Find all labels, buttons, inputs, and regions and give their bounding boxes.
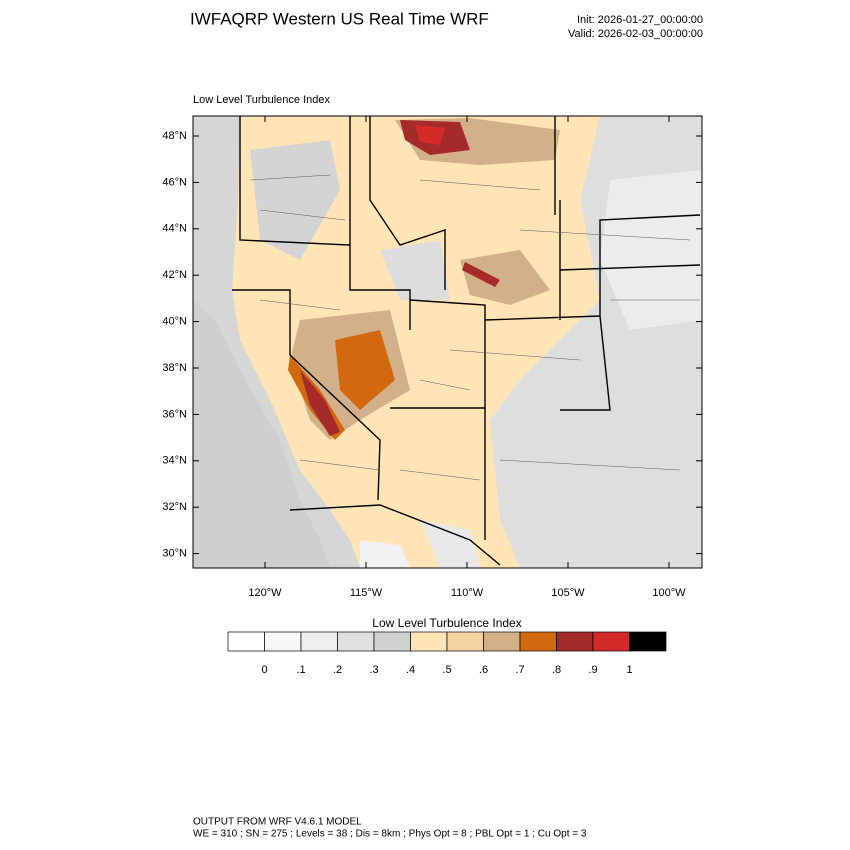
footer-line: WE = 310 ; SN = 275 ; Levels = 38 ; Dis …: [193, 829, 587, 840]
lat-label: 46°N: [162, 176, 187, 188]
lat-label: 48°N: [162, 130, 187, 142]
colorbar-label: .3: [369, 664, 378, 676]
colorbar-box: [519, 631, 557, 652]
init-time: Init: 2026-01-27_00:00:00: [577, 14, 703, 26]
colorbar-box: [300, 631, 338, 652]
lon-label: 115°W: [350, 587, 383, 599]
colorbar-label: .9: [588, 664, 597, 676]
lon-label: 120°W: [248, 587, 282, 599]
colorbar-title: Low Level Turbulence Index: [372, 616, 521, 630]
lat-label: 44°N: [162, 223, 187, 235]
colorbar-box: [629, 631, 667, 652]
lon-label: 100°W: [652, 587, 686, 599]
lat-label: 42°N: [162, 269, 187, 281]
map-frame: [192, 115, 703, 569]
colorbar-box: [483, 631, 521, 652]
colorbar-box: [373, 631, 411, 652]
lat-label: 36°N: [162, 408, 187, 420]
colorbar-label: .1: [296, 664, 305, 676]
lat-label: 38°N: [162, 362, 187, 374]
colorbar-box: [556, 631, 594, 652]
colorbar-box: [337, 631, 375, 652]
colorbar-box: [592, 631, 630, 652]
colorbar-label: .6: [479, 664, 488, 676]
map: [193, 116, 702, 568]
plot-subtitle: Low Level Turbulence Index: [193, 94, 330, 106]
colorbar-label: .8: [552, 664, 561, 676]
colorbar-box: [410, 631, 448, 652]
lat-label: 34°N: [162, 455, 187, 467]
footer-line: OUTPUT FROM WRF V4.6.1 MODEL: [193, 817, 362, 828]
lon-label: 110°W: [451, 587, 484, 599]
colorbar-label: .2: [333, 664, 342, 676]
lon-label: 105°W: [551, 587, 585, 599]
lat-label: 32°N: [162, 501, 187, 513]
colorbar-box: [264, 631, 302, 652]
colorbar-label: .5: [442, 664, 451, 676]
colorbar-label: 0: [261, 664, 267, 676]
valid-time: Valid: 2026-02-03_00:00:00: [568, 28, 703, 40]
lat-label: 30°N: [162, 548, 187, 560]
colorbar-label: 1: [626, 664, 632, 676]
colorbar-label: .7: [515, 664, 524, 676]
colorbar-label: .4: [406, 664, 415, 676]
colorbar-box: [227, 631, 265, 652]
lat-label: 40°N: [162, 316, 187, 328]
title: IWFAQRP Western US Real Time WRF: [190, 9, 489, 28]
colorbar-box: [446, 631, 484, 652]
